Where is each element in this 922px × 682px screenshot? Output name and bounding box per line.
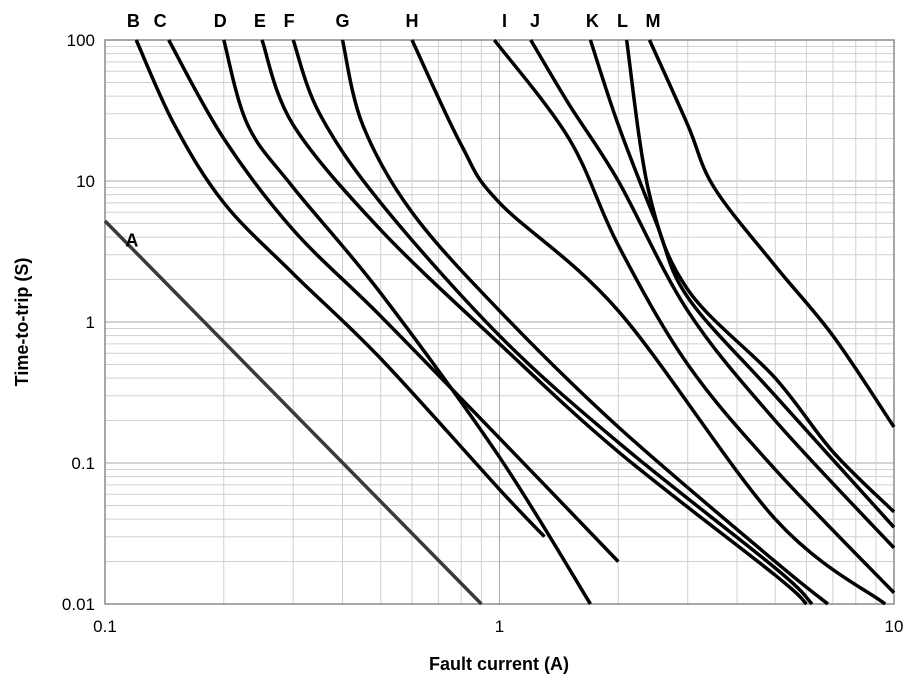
curve-label-h: H xyxy=(405,11,418,31)
curve-j xyxy=(529,39,896,550)
curve-label-i: I xyxy=(502,11,507,31)
curve-label-d: D xyxy=(214,11,227,31)
curve-d xyxy=(222,39,592,605)
curve-b xyxy=(134,39,546,538)
curve-c xyxy=(167,39,620,563)
curve-e xyxy=(260,39,808,606)
curve-label-a: A xyxy=(125,230,138,250)
series-lines xyxy=(103,38,896,606)
y-tick-label: 0.01 xyxy=(62,595,95,614)
curve-label-k: K xyxy=(586,11,599,31)
curve-m xyxy=(647,39,896,428)
curve-label-l: L xyxy=(617,11,628,31)
curve-label-j: J xyxy=(530,11,540,31)
plot-border xyxy=(104,39,895,605)
curve-label-f: F xyxy=(284,11,295,31)
x-tick-label: 1 xyxy=(495,617,504,636)
curve-label-c: C xyxy=(154,11,167,31)
curve-label-m: M xyxy=(646,11,661,31)
x-tick-label: 10 xyxy=(885,617,904,636)
curve-l xyxy=(624,39,896,514)
curve-f xyxy=(291,39,814,606)
y-tick-label: 1 xyxy=(86,313,95,332)
x-axis-title: Fault current (A) xyxy=(429,654,569,674)
y-tick-label: 0.1 xyxy=(71,454,95,473)
grid xyxy=(105,40,894,604)
curve-g xyxy=(340,39,829,606)
x-tick-labels: 0.1 1 10 xyxy=(93,617,903,636)
curve-label-g: G xyxy=(336,11,350,31)
y-axis-title: Time-to-trip (S) xyxy=(12,258,32,387)
series-labels: A B C D E F G H I J K L M xyxy=(125,11,660,250)
curve-label-b: B xyxy=(127,11,140,31)
x-tick-label: 0.1 xyxy=(93,617,117,636)
y-tick-label: 10 xyxy=(76,172,95,191)
y-tick-label: 100 xyxy=(67,31,95,50)
curve-k xyxy=(588,39,896,529)
curve-a xyxy=(103,219,483,606)
curve-label-e: E xyxy=(254,11,266,31)
curve-i xyxy=(492,38,896,595)
y-tick-labels: 0.01 0.1 1 10 100 xyxy=(62,31,95,614)
curve-h xyxy=(410,39,887,606)
